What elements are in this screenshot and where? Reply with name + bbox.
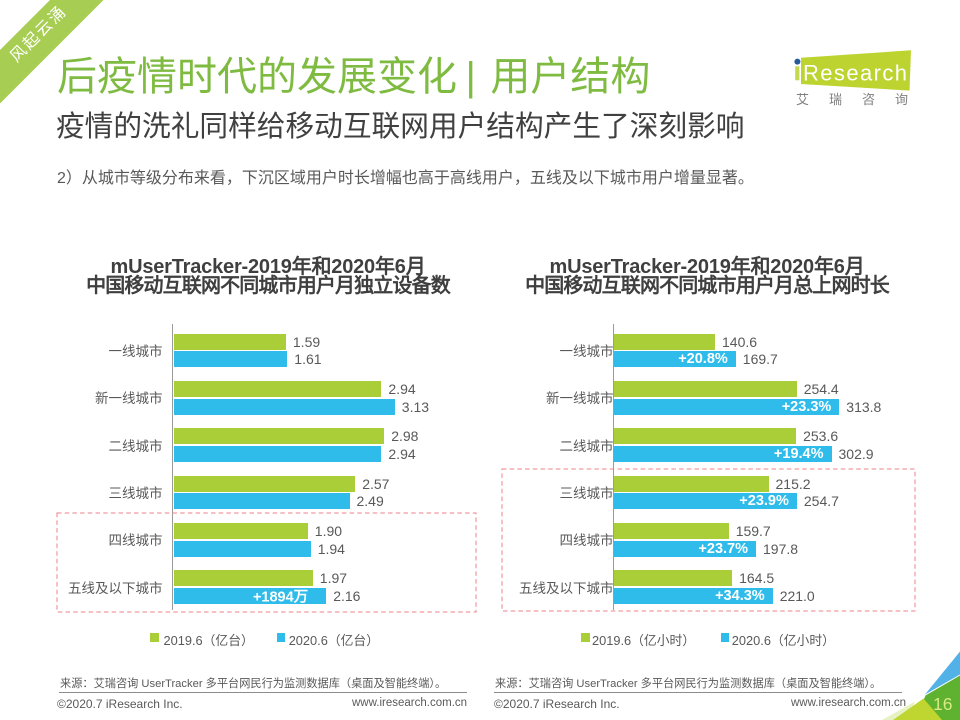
svg-text:艾瑞咨询: 艾瑞咨询	[796, 92, 925, 107]
svg-text:16: 16	[933, 694, 952, 714]
svg-text:Research: Research	[803, 61, 908, 86]
